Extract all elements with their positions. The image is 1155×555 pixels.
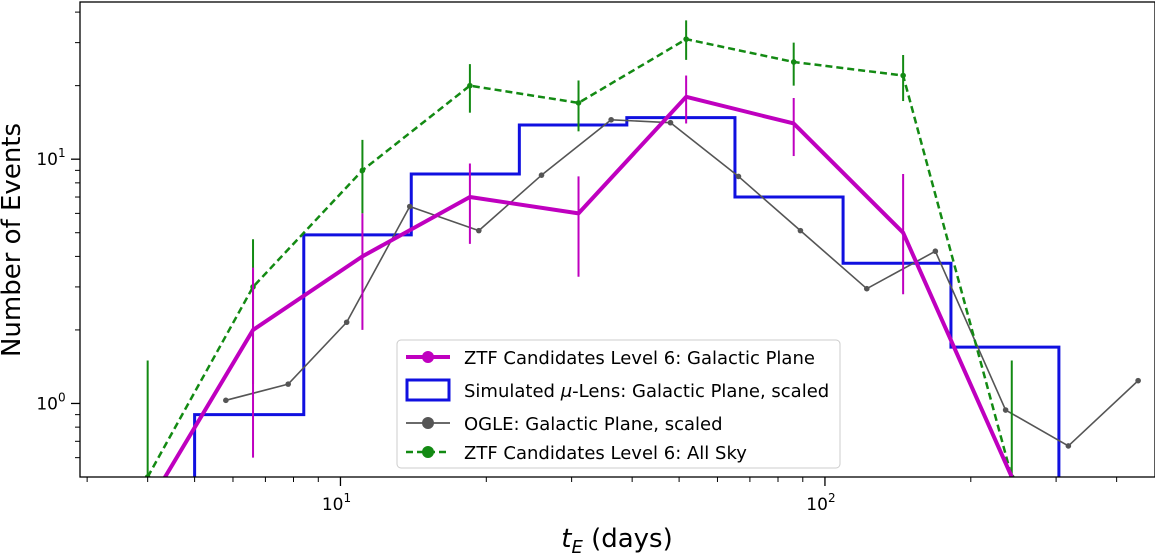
x-tick-label: 101: [322, 491, 351, 515]
series-ogle-point: [476, 227, 482, 234]
legend-label-ogle: OGLE: Galactic Plane, scaled: [464, 414, 723, 435]
series-ztf-allsky-point: [900, 72, 906, 79]
series-ogle-point: [1135, 377, 1141, 384]
legend-patch-simulated: [405, 378, 451, 402]
legend-marker-ogle: [422, 417, 434, 429]
plot-area: [144, 20, 1141, 477]
series-ztf-allsky-point: [790, 59, 797, 65]
series-ogle-point: [406, 203, 413, 210]
series-ztf-allsky-point: [575, 100, 582, 106]
legend-simulated-suffix: -Lens: Galactic Plane, scaled: [572, 381, 829, 402]
plot-frame: [79, 1, 1155, 478]
legend-label-ztf-plane: ZTF Candidates Level 6: Galactic Plane: [464, 348, 815, 369]
legend-simulated-mu: μ: [560, 381, 572, 402]
x-axis-title-main: t: [561, 524, 572, 554]
series-ogle-point: [538, 172, 545, 178]
series-ogle-point: [1065, 443, 1072, 449]
legend-box: [396, 339, 841, 469]
x-axis-title: tE (days): [561, 524, 673, 555]
series-ztf-allsky-line: [146, 37, 1013, 477]
series-ztf-plane-line: [162, 94, 1014, 477]
series-ztf-allsky-point: [359, 167, 366, 174]
y-tick-label: 100: [36, 390, 65, 414]
x-axis-title-rest: (days): [583, 524, 673, 554]
series-ogle-point: [667, 119, 674, 126]
y-tick-label: 101: [36, 146, 65, 170]
legend-label-simulated: Simulated μ-Lens: Galactic Plane, scaled: [464, 381, 829, 402]
major-ticks: 101 102 100 101: [36, 146, 835, 515]
y-axis-title: Number of Events: [0, 123, 27, 357]
series-ogle-point: [932, 248, 939, 255]
series-ogle-point: [343, 319, 350, 326]
x-tick-label: 102: [806, 491, 835, 515]
legend: ZTF Candidates Level 6: Galactic Plane S…: [396, 339, 841, 469]
legend-label-ztf-allsky: ZTF Candidates Level 6: All Sky: [464, 443, 747, 464]
series-ogle-point: [863, 285, 870, 292]
minor-ticks: [75, 11, 1118, 482]
legend-marker-ztf-plane: [422, 351, 434, 363]
series-ztf-allsky-point: [683, 36, 689, 42]
series-ztf-allsky-point: [467, 82, 473, 89]
series-ogle-point: [797, 227, 804, 234]
series-ogle-point: [608, 116, 614, 123]
series-ogle-point: [223, 397, 229, 404]
x-axis-title-sub: E: [571, 537, 583, 555]
legend-marker-ztf-allsky: [422, 446, 434, 458]
series-ogle-point: [1002, 407, 1009, 413]
series-simulated-step: [193, 116, 1061, 477]
series-ogle-point: [285, 381, 291, 387]
legend-simulated-prefix: Simulated: [464, 381, 561, 402]
series-ogle-point: [735, 173, 742, 180]
series-ztf-allsky-point: [144, 474, 151, 477]
